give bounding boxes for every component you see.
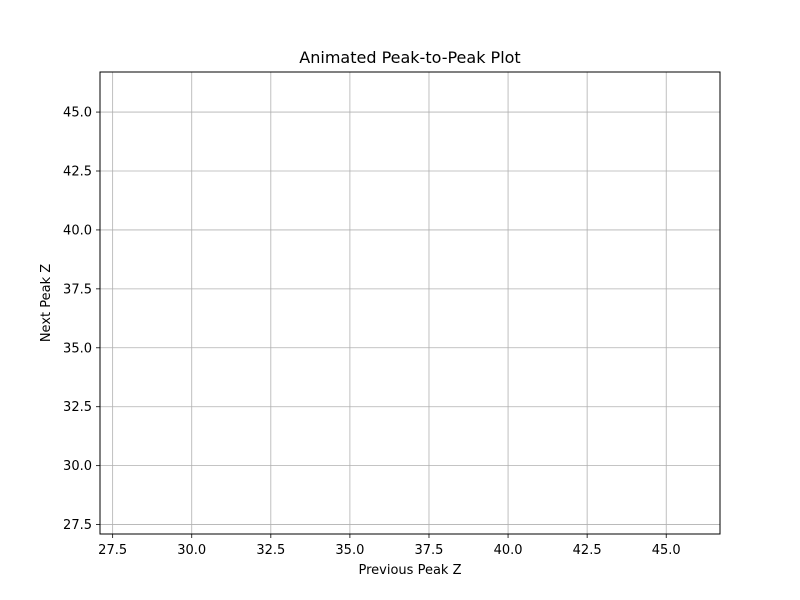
x-tick-label: 42.5: [573, 543, 602, 558]
x-tick-label: 40.0: [494, 543, 523, 558]
y-tick-label: 40.0: [63, 223, 92, 238]
x-tick-label: 37.5: [415, 543, 444, 558]
x-axis-ticks: 27.5 30.0 32.5 35.0 37.5 40.0 42.5 45.0: [98, 534, 681, 558]
x-tick-label: 35.0: [335, 543, 364, 558]
x-tick-label: 30.0: [177, 543, 206, 558]
y-axis-ticks: 27.5 30.0 32.5 35.0 37.5 40.0 42.5 45.0: [63, 106, 100, 533]
y-tick-label: 35.0: [63, 341, 92, 356]
y-tick-label: 45.0: [63, 106, 92, 121]
chart-title: Animated Peak-to-Peak Plot: [299, 48, 520, 67]
y-tick-label: 37.5: [63, 282, 92, 297]
x-tick-label: 32.5: [256, 543, 285, 558]
y-tick-label: 27.5: [63, 518, 92, 533]
x-axis-label: Previous Peak Z: [359, 563, 462, 578]
y-tick-label: 42.5: [63, 165, 92, 180]
x-tick-label: 27.5: [98, 543, 127, 558]
grid: [100, 72, 720, 534]
y-tick-label: 30.0: [63, 459, 92, 474]
plot-area-frame: [99, 71, 721, 535]
y-axis-label: Next Peak Z: [39, 264, 54, 342]
y-tick-label: 32.5: [63, 400, 92, 415]
x-tick-label: 45.0: [652, 543, 681, 558]
